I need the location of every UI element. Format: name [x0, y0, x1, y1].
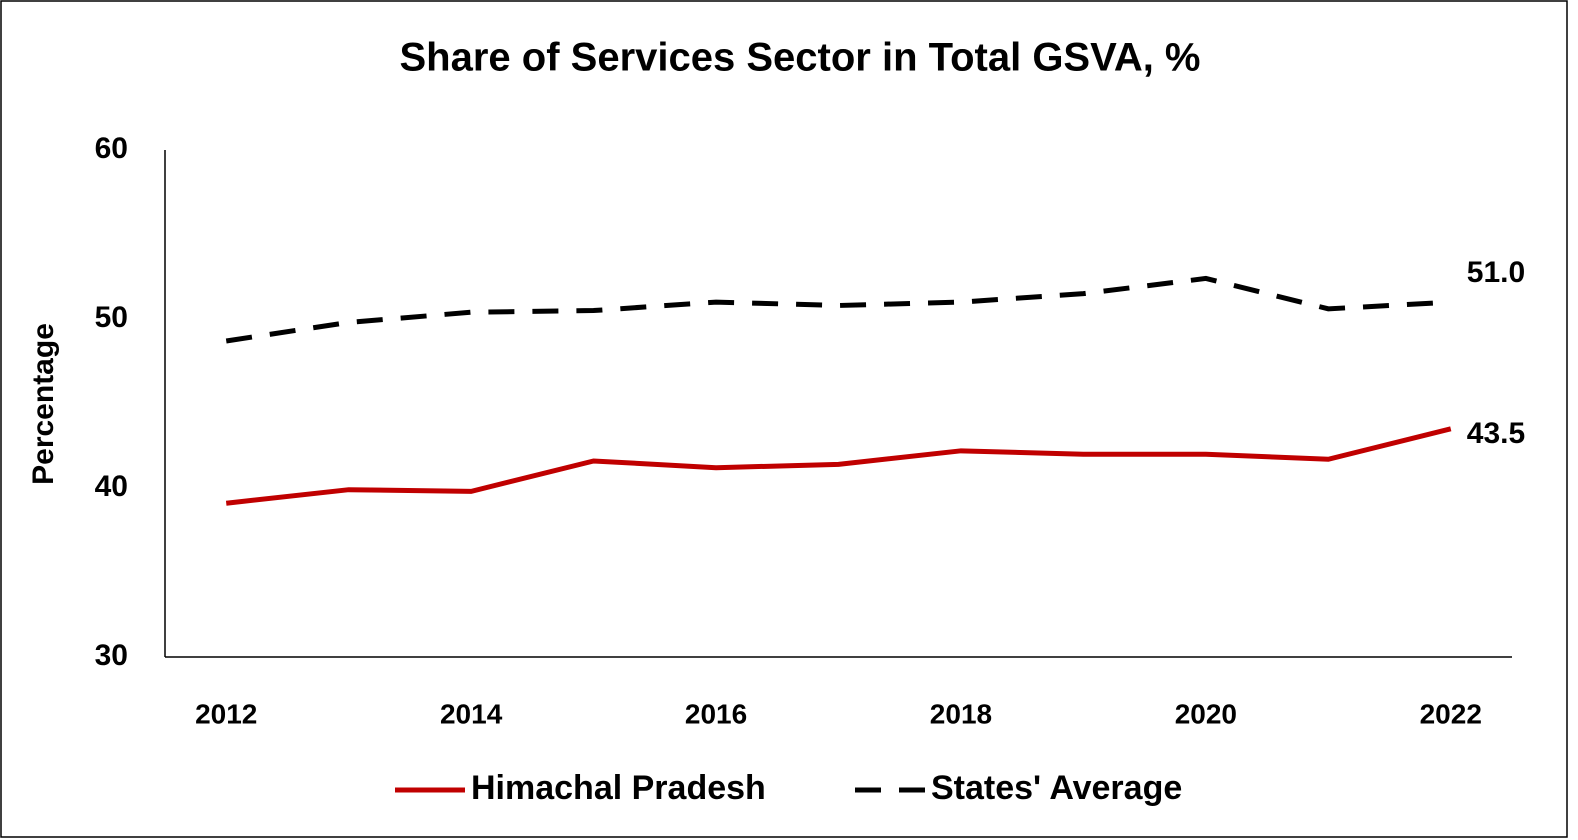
chart-title: Share of Services Sector in Total GSVA, … [400, 36, 1201, 80]
x-tick-label: 2014 [440, 698, 503, 729]
data-label: 51.0 [1467, 256, 1525, 289]
legend-label: Himachal Pradesh [471, 769, 766, 807]
x-tick-label: 2018 [930, 698, 992, 729]
x-tick-label: 2020 [1175, 698, 1237, 729]
y-axis-label: Percentage [27, 323, 60, 485]
data-label: 43.5 [1467, 417, 1525, 450]
x-tick-label: 2022 [1420, 698, 1482, 729]
series-line [225, 275, 1451, 344]
series-line [225, 426, 1452, 506]
y-tick-label: 30 [95, 639, 128, 672]
legend-label: States' Average [931, 769, 1182, 807]
y-tick-label: 60 [95, 132, 128, 165]
x-tick-label: 2012 [195, 698, 257, 729]
x-tick-label: 2016 [685, 698, 747, 729]
y-tick-label: 40 [95, 470, 128, 503]
y-tick-label: 50 [95, 301, 128, 334]
